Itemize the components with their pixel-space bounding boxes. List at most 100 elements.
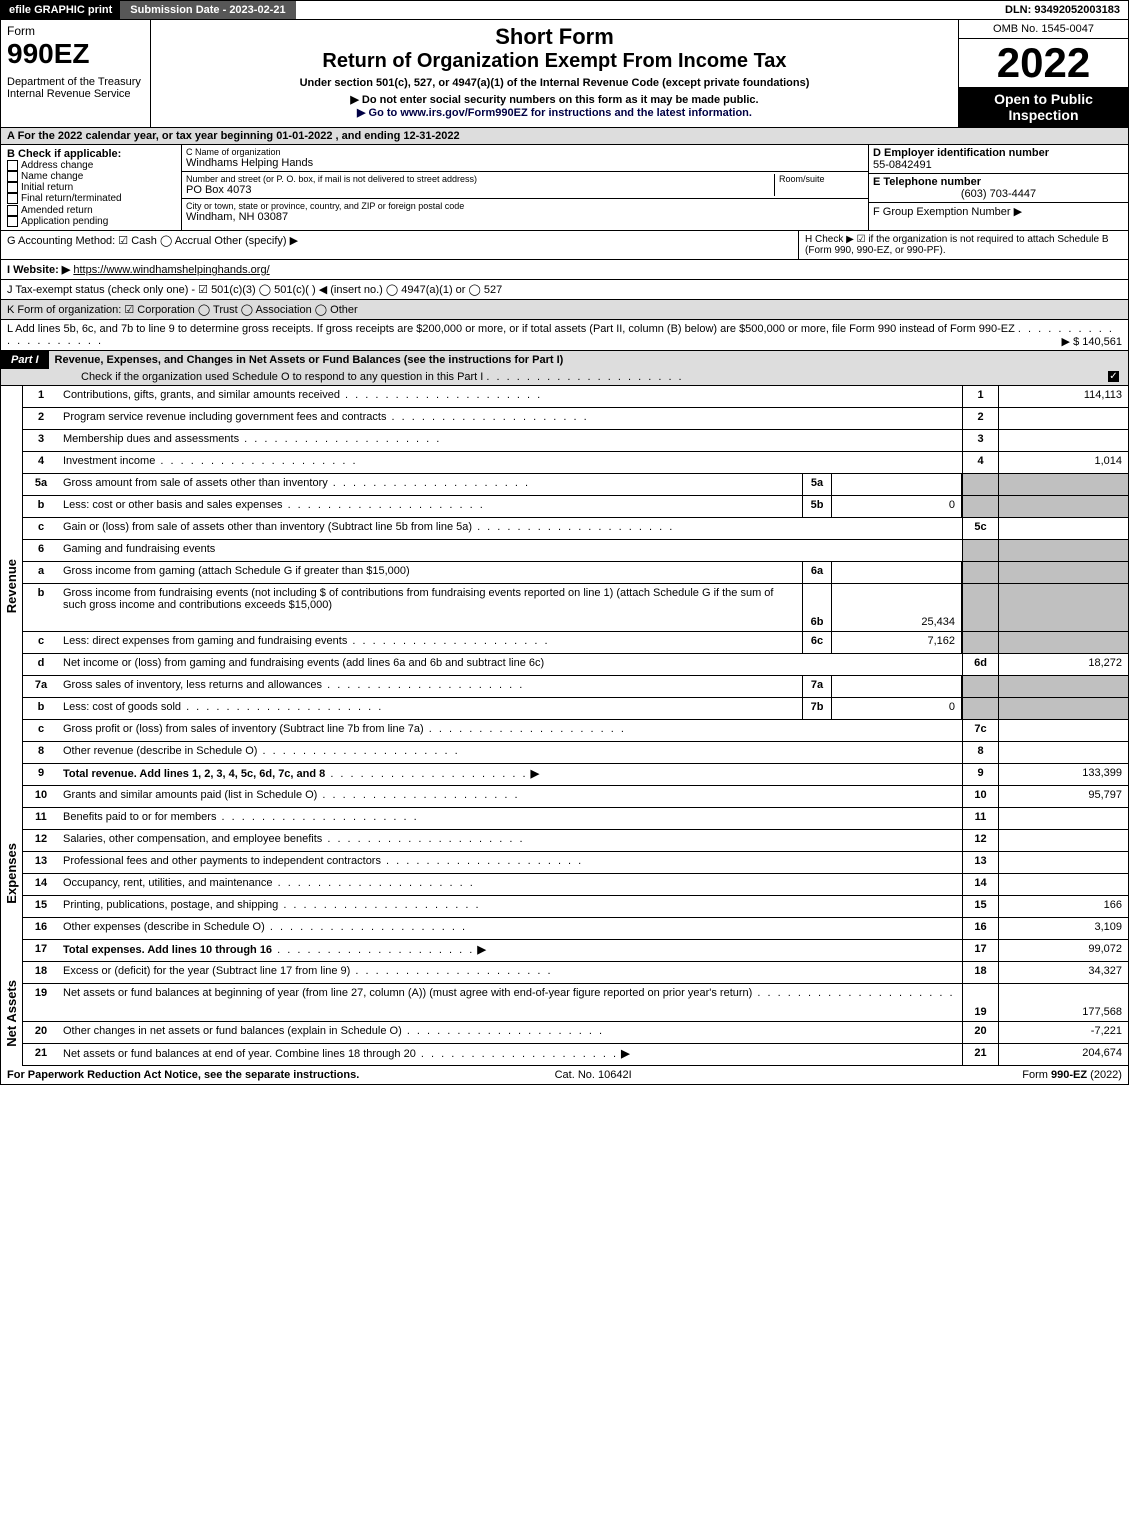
- line-12: 12Salaries, other compensation, and empl…: [23, 830, 1129, 852]
- dln: DLN: 93492052003183: [997, 1, 1128, 19]
- section-k: K Form of organization: ☑ Corporation ◯ …: [0, 300, 1129, 320]
- section-j: J Tax-exempt status (check only one) - ☑…: [0, 280, 1129, 300]
- footer-right: Form 990-EZ (2022): [1022, 1069, 1122, 1081]
- c-name-label: C Name of organization: [186, 147, 864, 157]
- city-value: Windham, NH 03087: [186, 211, 864, 223]
- section-b: B Check if applicable: Address change Na…: [1, 145, 181, 230]
- line-11: 11Benefits paid to or for members11: [23, 808, 1129, 830]
- irs-link[interactable]: ▶ Go to www.irs.gov/Form990EZ for instru…: [357, 107, 752, 119]
- line-7b: bLess: cost of goods sold7b0: [23, 698, 1129, 720]
- net-assets-block: Net Assets 18Excess or (deficit) for the…: [0, 962, 1129, 1066]
- chk-initial-return[interactable]: Initial return: [7, 182, 175, 193]
- phone-box: E Telephone number (603) 703-4447: [869, 174, 1128, 203]
- revenue-side-label: Revenue: [1, 386, 23, 786]
- chk-address-change[interactable]: Address change: [7, 160, 175, 171]
- line-5b: bLess: cost or other basis and sales exp…: [23, 496, 1129, 518]
- ein-box: D Employer identification number 55-0842…: [869, 145, 1128, 174]
- section-h: H Check ▶ ☑ if the organization is not r…: [798, 231, 1128, 259]
- line-6c: cLess: direct expenses from gaming and f…: [23, 632, 1129, 654]
- submission-date: Submission Date - 2023-02-21: [120, 1, 295, 19]
- part1-title: Revenue, Expenses, and Changes in Net As…: [49, 351, 570, 369]
- street-box: Number and street (or P. O. box, if mail…: [182, 172, 868, 199]
- header-left: Form 990EZ Department of the Treasury In…: [1, 20, 151, 127]
- line-15: 15Printing, publications, postage, and s…: [23, 896, 1129, 918]
- line-7c: cGross profit or (loss) from sales of in…: [23, 720, 1129, 742]
- street-value: PO Box 4073: [186, 184, 774, 196]
- line-13: 13Professional fees and other payments t…: [23, 852, 1129, 874]
- section-a: A For the 2022 calendar year, or tax yea…: [0, 128, 1129, 145]
- l-value: ▶ $ 140,561: [1062, 335, 1122, 348]
- header-right: OMB No. 1545-0047 2022 Open to Public In…: [958, 20, 1128, 127]
- website-link[interactable]: https://www.windhamshelpinghands.org/: [73, 264, 269, 276]
- line-17: 17Total expenses. Add lines 10 through 1…: [23, 940, 1129, 962]
- chk-application-pending[interactable]: Application pending: [7, 216, 175, 227]
- i-label: I Website: ▶: [7, 264, 70, 276]
- group-exemption-box: F Group Exemption Number ▶: [869, 203, 1128, 220]
- line-1: 1Contributions, gifts, grants, and simil…: [23, 386, 1129, 408]
- line-6d: dNet income or (loss) from gaming and fu…: [23, 654, 1129, 676]
- goto-link[interactable]: ▶ Go to www.irs.gov/Form990EZ for instru…: [155, 106, 954, 119]
- inspection-notice: Open to Public Inspection: [959, 87, 1128, 127]
- city-label: City or town, state or province, country…: [186, 201, 864, 211]
- chk-name-change[interactable]: Name change: [7, 171, 175, 182]
- f-label: F Group Exemption Number ▶: [873, 206, 1022, 218]
- d-label: D Employer identification number: [873, 147, 1049, 159]
- line-9: 9Total revenue. Add lines 1, 2, 3, 4, 5c…: [23, 764, 1129, 786]
- line-6b: bGross income from fundraising events (n…: [23, 584, 1129, 632]
- line-10: 10Grants and similar amounts paid (list …: [23, 786, 1129, 808]
- section-gh: G Accounting Method: ☑ Cash ◯ Accrual Ot…: [0, 231, 1129, 260]
- top-bar: efile GRAPHIC print Submission Date - 20…: [0, 0, 1129, 20]
- omb-number: OMB No. 1545-0047: [959, 20, 1128, 39]
- schedule-o-check[interactable]: ✓: [1108, 371, 1119, 382]
- line-19: 19Net assets or fund balances at beginni…: [23, 984, 1129, 1022]
- line-21: 21Net assets or fund balances at end of …: [23, 1044, 1129, 1066]
- l-text: L Add lines 5b, 6c, and 7b to line 9 to …: [7, 323, 1015, 335]
- line-a-text: A For the 2022 calendar year, or tax yea…: [7, 130, 460, 142]
- footer-left: For Paperwork Reduction Act Notice, see …: [7, 1069, 359, 1081]
- line-16: 16Other expenses (describe in Schedule O…: [23, 918, 1129, 940]
- part1-check-text: Check if the organization used Schedule …: [81, 371, 483, 383]
- section-c: C Name of organization Windhams Helping …: [181, 145, 868, 230]
- department: Department of the Treasury Internal Reve…: [7, 76, 144, 100]
- chk-final-return[interactable]: Final return/terminated: [7, 193, 175, 204]
- room-label: Room/suite: [779, 174, 864, 184]
- line-8: 8Other revenue (describe in Schedule O)8: [23, 742, 1129, 764]
- efile-label[interactable]: efile GRAPHIC print: [1, 1, 120, 19]
- revenue-block: Revenue 1Contributions, gifts, grants, a…: [0, 386, 1129, 786]
- expenses-block: Expenses 10Grants and similar amounts pa…: [0, 786, 1129, 962]
- line-20: 20Other changes in net assets or fund ba…: [23, 1022, 1129, 1044]
- part1-label: Part I: [1, 351, 49, 369]
- line-4: 4Investment income41,014: [23, 452, 1129, 474]
- phone-value: (603) 703-4447: [873, 188, 1124, 200]
- form-word: Form: [7, 24, 144, 38]
- page-footer: For Paperwork Reduction Act Notice, see …: [0, 1066, 1129, 1085]
- org-name-box: C Name of organization Windhams Helping …: [182, 145, 868, 172]
- b-label: B Check if applicable:: [7, 148, 121, 160]
- section-l: L Add lines 5b, 6c, and 7b to line 9 to …: [0, 320, 1129, 351]
- chk-amended-return[interactable]: Amended return: [7, 205, 175, 216]
- line-6: 6Gaming and fundraising events: [23, 540, 1129, 562]
- warning: ▶ Do not enter social security numbers o…: [155, 93, 954, 106]
- footer-cat: Cat. No. 10642I: [555, 1069, 632, 1081]
- line-6a: aGross income from gaming (attach Schedu…: [23, 562, 1129, 584]
- section-g: G Accounting Method: ☑ Cash ◯ Accrual Ot…: [1, 231, 798, 259]
- line-5a: 5aGross amount from sale of assets other…: [23, 474, 1129, 496]
- form-header: Form 990EZ Department of the Treasury In…: [0, 20, 1129, 128]
- line-18: 18Excess or (deficit) for the year (Subt…: [23, 962, 1129, 984]
- line-5c: cGain or (loss) from sale of assets othe…: [23, 518, 1129, 540]
- section-def: D Employer identification number 55-0842…: [868, 145, 1128, 230]
- section-bcdef: B Check if applicable: Address change Na…: [0, 145, 1129, 231]
- part1-header: Part I Revenue, Expenses, and Changes in…: [0, 351, 1129, 386]
- ein-value: 55-0842491: [873, 159, 1124, 171]
- title-short-form: Short Form: [155, 24, 954, 50]
- title-main: Return of Organization Exempt From Incom…: [155, 50, 954, 73]
- header-center: Short Form Return of Organization Exempt…: [151, 20, 958, 127]
- org-name: Windhams Helping Hands: [186, 157, 864, 169]
- city-box: City or town, state or province, country…: [182, 199, 868, 225]
- net-assets-side-label: Net Assets: [1, 962, 23, 1066]
- line-14: 14Occupancy, rent, utilities, and mainte…: [23, 874, 1129, 896]
- tax-year: 2022: [959, 39, 1128, 87]
- line-7a: 7aGross sales of inventory, less returns…: [23, 676, 1129, 698]
- form-number: 990EZ: [7, 38, 144, 70]
- line-3: 3Membership dues and assessments3: [23, 430, 1129, 452]
